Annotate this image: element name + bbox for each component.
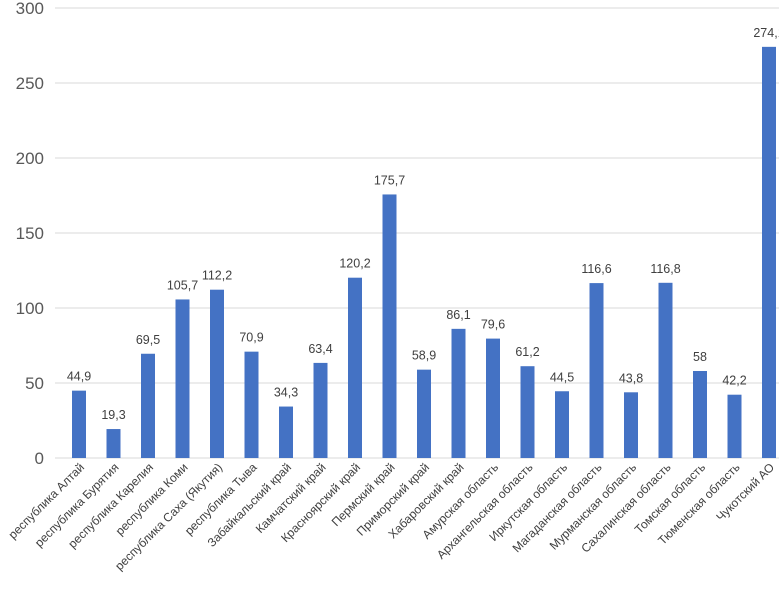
data-label: 44,9 — [67, 370, 91, 384]
bar — [486, 338, 500, 458]
bar — [279, 406, 293, 458]
y-axis-ticks: 0 50 100 150 200 250 300 — [16, 0, 44, 468]
data-label: 58,9 — [412, 349, 436, 363]
bar — [313, 362, 328, 458]
y-tick-label: 250 — [16, 74, 44, 93]
data-label: 116,6 — [581, 262, 611, 276]
data-label: 44,5 — [550, 370, 574, 384]
bar — [727, 394, 742, 458]
data-label: 61,2 — [515, 345, 539, 359]
data-label: 19,3 — [101, 408, 125, 422]
data-label: 112,2 — [202, 269, 232, 283]
bars — [72, 46, 776, 458]
bar — [555, 391, 569, 458]
data-label: 69,5 — [136, 333, 160, 347]
data-label: 58 — [693, 350, 707, 364]
data-label: 70,9 — [239, 331, 263, 345]
data-label: 42,2 — [722, 374, 746, 388]
bar — [658, 282, 673, 458]
data-label: 105,7 — [167, 278, 198, 292]
data-labels: 44,9 19,3 69,5 105,7 112,2 70,9 34,3 63,4 120,2 1… — [67, 26, 779, 422]
y-tick-label: 300 — [16, 0, 44, 18]
bar — [244, 351, 259, 458]
data-label: 86,1 — [446, 308, 470, 322]
y-tick-label: 100 — [16, 299, 44, 318]
bar — [72, 390, 86, 458]
bar — [141, 353, 155, 458]
bar — [624, 392, 638, 458]
data-label: 120,2 — [339, 257, 370, 271]
data-label: 43,8 — [619, 371, 643, 385]
bar — [382, 194, 397, 458]
data-label: 79,6 — [481, 318, 505, 332]
y-tick-label: 50 — [25, 374, 44, 393]
bar — [348, 277, 362, 458]
y-tick-label: 150 — [16, 224, 44, 243]
bar — [762, 46, 776, 458]
y-tick-label: 200 — [16, 149, 44, 168]
bar — [210, 289, 224, 458]
bar — [451, 328, 466, 458]
data-label: 175,7 — [374, 173, 405, 187]
bar — [520, 366, 535, 458]
data-label: 116,8 — [650, 262, 680, 276]
bar — [693, 371, 707, 458]
bar — [175, 299, 190, 458]
bar — [106, 429, 121, 458]
bar — [417, 369, 431, 458]
data-label: 34,3 — [274, 386, 298, 400]
bar — [589, 283, 604, 458]
data-label: 63,4 — [308, 342, 332, 356]
data-label: 274,1 — [753, 26, 779, 40]
y-tick-label: 0 — [35, 449, 44, 468]
